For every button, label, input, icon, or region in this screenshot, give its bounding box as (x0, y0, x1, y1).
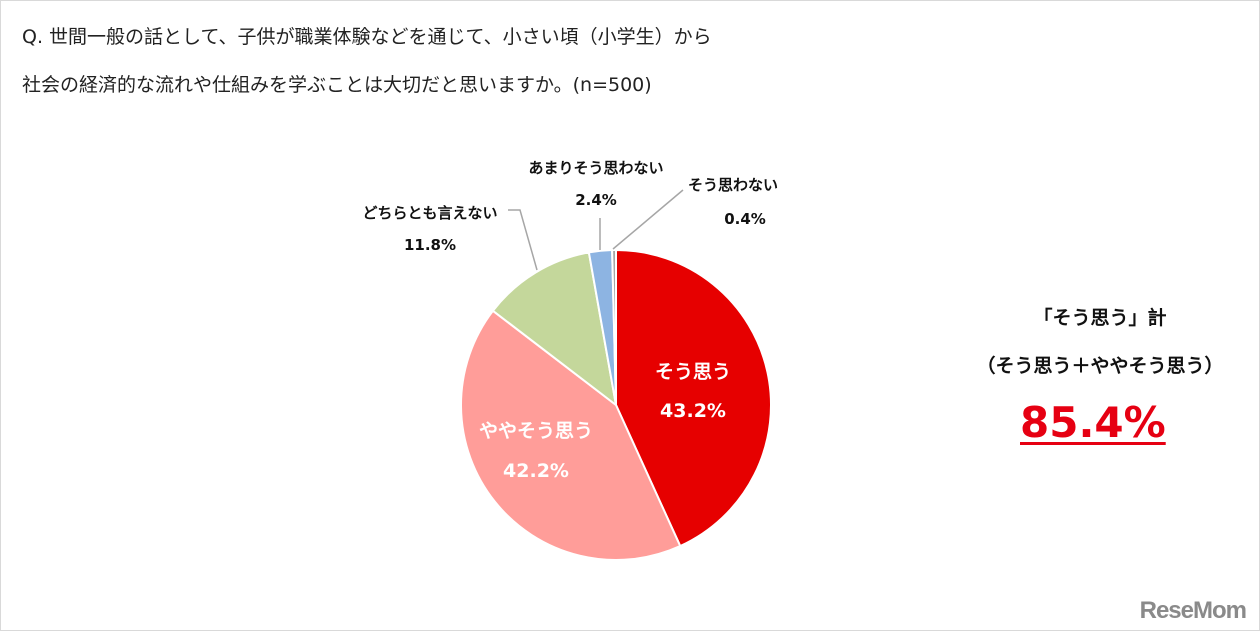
summary-title: 「そう思う」計 (1033, 307, 1167, 329)
slice-value-label-4: 0.4% (724, 210, 766, 228)
slice-name-label-3: あまりそう思わない (528, 159, 663, 177)
summary-subtitle: （そう思う＋ややそう思う） (976, 355, 1224, 377)
leader-line-2 (508, 209, 538, 271)
leader-line-4 (612, 189, 684, 250)
pie-slice-4 (611, 248, 617, 406)
pie-slice-1 (460, 309, 682, 561)
slice-name-label-0: そう思う (655, 361, 731, 383)
question-line-2: 社会の経済的な流れや仕組みを学ぶことは大切だと思いますか。(n=500) (22, 74, 652, 96)
slice-name-label-2: どちらとも言えない (362, 204, 497, 222)
resemom-logo: ReseMom (1139, 597, 1247, 624)
slice-name-label-4: そう思わない (688, 176, 778, 194)
slice-value-label-0: 43.2% (660, 400, 726, 422)
question-line-1: Q. 世間一般の話として、子供が職業体験などを通じて、小さい頃（小学生）から (22, 26, 712, 48)
summary-value: 85.4% (1020, 398, 1166, 447)
slice-value-label-2: 11.8% (404, 236, 456, 254)
slice-name-label-1: ややそう思う (479, 420, 593, 442)
slice-value-label-3: 2.4% (575, 191, 617, 209)
slice-value-label-1: 42.2% (503, 460, 569, 482)
pie-slice-0 (615, 248, 772, 548)
pie-slice-2 (491, 251, 618, 408)
